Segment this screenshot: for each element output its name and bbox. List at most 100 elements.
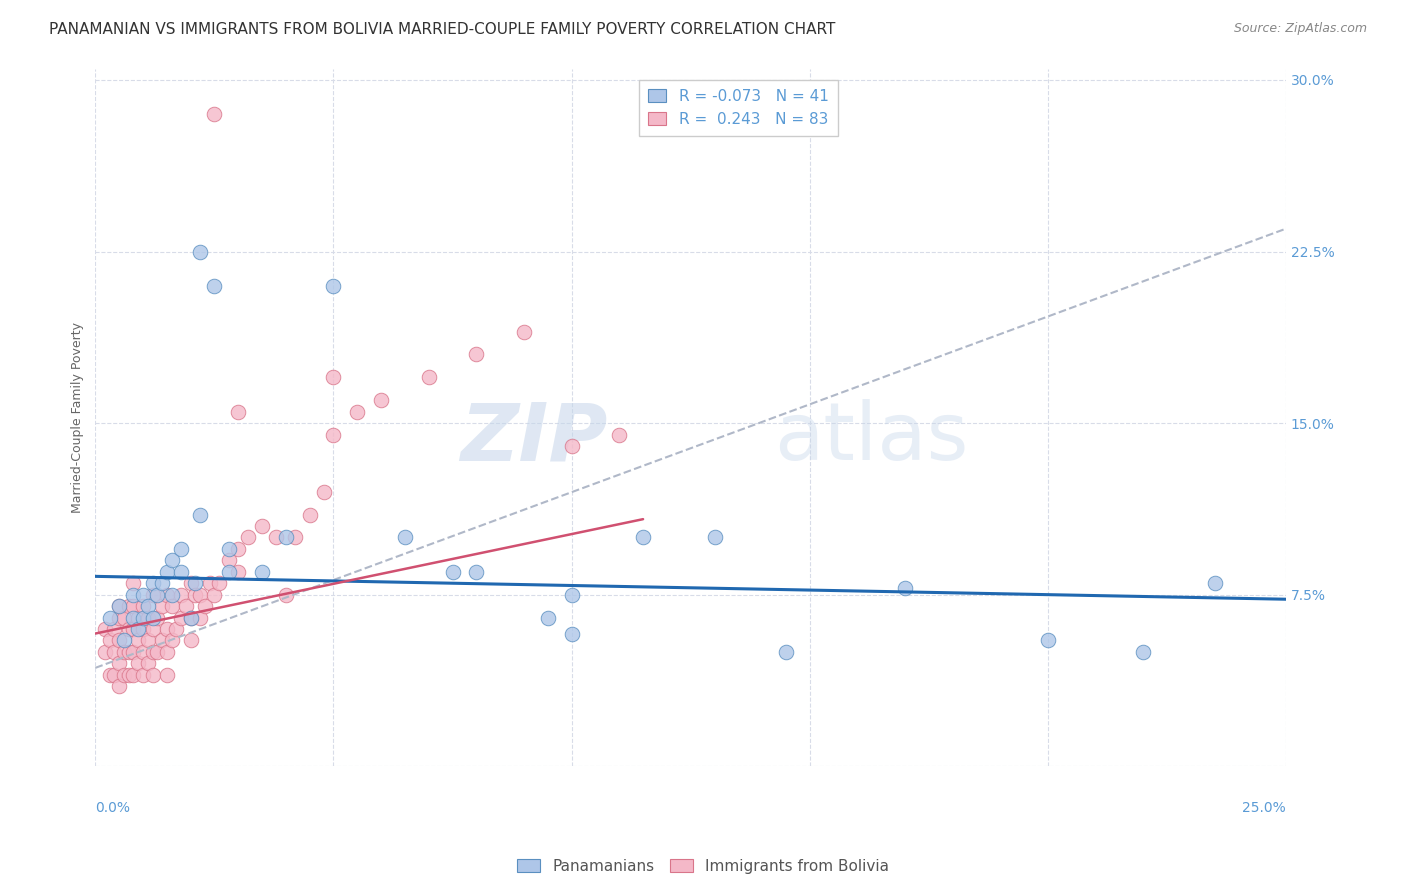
Y-axis label: Married-Couple Family Poverty: Married-Couple Family Poverty [72, 322, 84, 513]
Point [561, 626, 583, 640]
Text: atlas: atlas [775, 400, 969, 477]
Text: ZIP: ZIP [460, 400, 607, 477]
Point [112, 645, 135, 659]
Point [274, 588, 297, 602]
Point [156, 667, 179, 681]
Point [184, 588, 207, 602]
Point [132, 622, 155, 636]
Point [141, 622, 163, 636]
Point [218, 541, 240, 556]
Point [170, 565, 193, 579]
Point [108, 599, 131, 613]
Point [312, 484, 335, 499]
Point [122, 622, 145, 636]
Point [322, 370, 344, 384]
Point [122, 610, 145, 624]
Point [108, 599, 131, 613]
Point [98, 610, 121, 624]
Point [607, 427, 630, 442]
Point [156, 565, 179, 579]
Point [180, 610, 202, 624]
Point [136, 599, 159, 613]
Point [103, 667, 125, 681]
Point [122, 645, 145, 659]
Point [141, 588, 163, 602]
Point [513, 325, 536, 339]
Point [188, 588, 211, 602]
Point [170, 588, 193, 602]
Point [561, 439, 583, 453]
Point [118, 599, 141, 613]
Point [136, 657, 159, 671]
Point [561, 588, 583, 602]
Point [108, 657, 131, 671]
Point [108, 679, 131, 693]
Point [394, 531, 416, 545]
Point [418, 370, 440, 384]
Point [160, 588, 183, 602]
Point [170, 610, 193, 624]
Point [184, 576, 207, 591]
Point [218, 553, 240, 567]
Point [127, 610, 149, 624]
Point [146, 610, 169, 624]
Point [236, 531, 259, 545]
Legend: Panamanians, Immigrants from Bolivia: Panamanians, Immigrants from Bolivia [510, 853, 896, 880]
Legend: R = -0.073   N = 41, R =  0.243   N = 83: R = -0.073 N = 41, R = 0.243 N = 83 [638, 79, 838, 136]
Point [218, 565, 240, 579]
Point [322, 278, 344, 293]
Point [370, 393, 392, 408]
Point [160, 633, 183, 648]
Point [112, 633, 135, 648]
Point [132, 667, 155, 681]
Point [108, 610, 131, 624]
Text: PANAMANIAN VS IMMIGRANTS FROM BOLIVIA MARRIED-COUPLE FAMILY POVERTY CORRELATION : PANAMANIAN VS IMMIGRANTS FROM BOLIVIA MA… [49, 22, 835, 37]
Point [150, 576, 173, 591]
Point [226, 404, 249, 418]
Point [136, 633, 159, 648]
Point [122, 667, 145, 681]
Point [122, 588, 145, 602]
Point [98, 667, 121, 681]
Point [180, 610, 202, 624]
Point [132, 610, 155, 624]
Point [204, 588, 226, 602]
Point [108, 633, 131, 648]
Point [188, 610, 211, 624]
Point [194, 599, 217, 613]
Point [141, 645, 163, 659]
Point [188, 244, 211, 259]
Point [132, 599, 155, 613]
Point [98, 633, 121, 648]
Point [204, 278, 226, 293]
Point [127, 657, 149, 671]
Point [180, 633, 202, 648]
Point [1036, 633, 1059, 648]
Point [250, 519, 273, 533]
Point [112, 610, 135, 624]
Point [180, 576, 202, 591]
Point [198, 576, 221, 591]
Point [465, 347, 488, 361]
Point [894, 581, 917, 595]
Point [226, 541, 249, 556]
Point [226, 565, 249, 579]
Point [346, 404, 368, 418]
Point [170, 541, 193, 556]
Point [127, 633, 149, 648]
Point [1204, 576, 1226, 591]
Point [94, 622, 117, 636]
Point [141, 610, 163, 624]
Point [118, 667, 141, 681]
Point [298, 508, 321, 522]
Point [132, 645, 155, 659]
Point [775, 645, 797, 659]
Point [122, 599, 145, 613]
Point [208, 576, 231, 591]
Point [1132, 645, 1154, 659]
Point [441, 565, 464, 579]
Point [141, 576, 163, 591]
Point [146, 645, 169, 659]
Point [132, 588, 155, 602]
Point [465, 565, 488, 579]
